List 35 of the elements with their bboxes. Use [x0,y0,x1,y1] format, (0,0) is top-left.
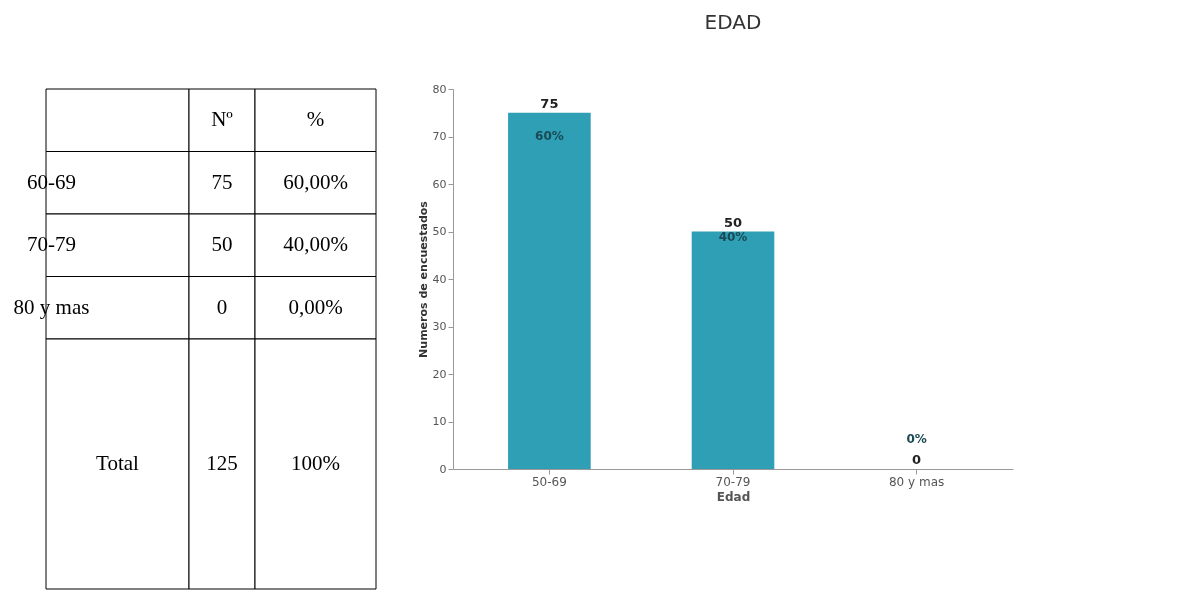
data-label: 0 [912,452,922,467]
y-tick-label: 10 [432,415,447,428]
x-tick-label: 70-79 [715,474,751,489]
data-label: 60,00% [283,169,348,194]
data-label: 100% [291,451,340,475]
annotation: 60% [535,129,564,144]
chart-title: EDAD [704,10,762,34]
annotation: 0% [906,432,927,446]
category-label: 60-69 [27,169,76,194]
x-tick-label: 50-69 [531,474,567,489]
data-label: 0,00% [288,294,343,319]
y-tick-label: 80 [432,82,447,96]
category-label: Total [96,451,140,475]
annotation: 40% [718,230,748,245]
y-tick-label: 20 [432,367,447,381]
category-label: 80 y mas [13,294,90,319]
y-tick-label: 50 [432,225,447,238]
y-tick-label: 60 [432,177,447,191]
series-label: Nº [211,107,234,132]
y-tick-label: 40 [432,272,447,286]
data-label: 50 [723,214,743,230]
data-label: 75 [211,169,233,194]
series-label: % [306,107,325,132]
y-tick-label: 70 [432,130,447,143]
data-label: 75 [540,95,559,111]
data-label: 0 [216,294,228,319]
data-label: 50 [211,232,233,257]
y-tick-label: 0 [439,462,447,476]
y-axis-title: Numeros de encuestados [416,200,430,358]
y-tick-label: 30 [432,320,447,333]
x-tick-label: 80 y mas [888,474,945,489]
x-axis-title: Edad [716,489,751,504]
category-label: 70-79 [27,232,76,257]
data-label: 125 [206,451,238,475]
data-label: 40,00% [283,232,348,257]
